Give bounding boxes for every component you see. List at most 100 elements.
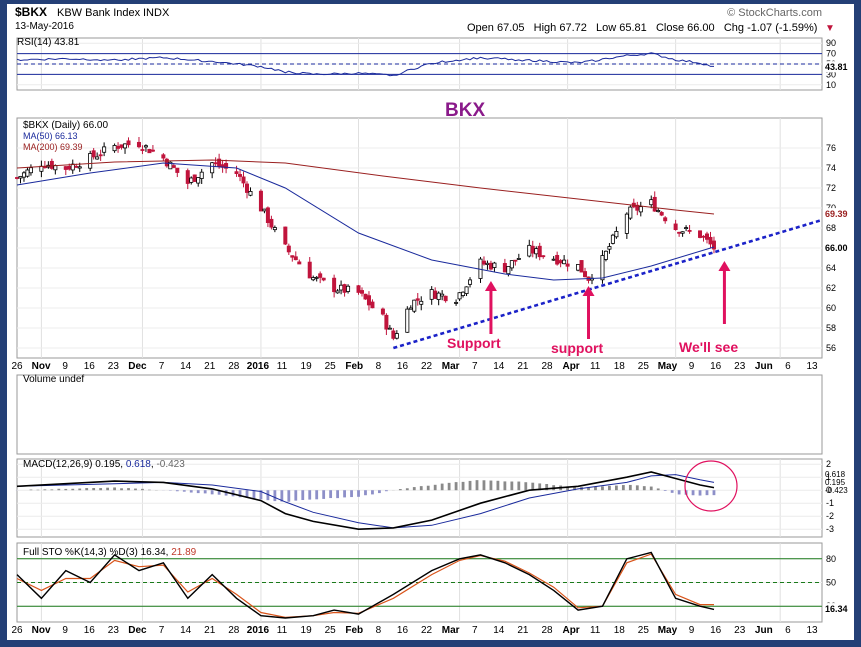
macd-histogram-bar xyxy=(642,486,646,491)
candle xyxy=(171,165,176,168)
x-tick-label: 14 xyxy=(493,625,505,636)
candle xyxy=(488,262,493,270)
macd-histogram-bar xyxy=(482,480,486,491)
macd-tick-label: 0 xyxy=(826,485,831,495)
x-tick-label: 22 xyxy=(421,625,433,636)
candle xyxy=(286,245,291,253)
x-tick-label: 16 xyxy=(710,361,722,372)
macd-histogram-bar xyxy=(266,490,270,501)
macd-histogram-bar xyxy=(189,490,193,493)
price-tick-label: 70 xyxy=(826,203,836,213)
macd-histogram-bar xyxy=(378,490,381,494)
macd-histogram-bar xyxy=(127,488,130,491)
macd-histogram-bar xyxy=(468,480,472,491)
candle xyxy=(680,231,685,234)
price-tick-label: 74 xyxy=(826,163,836,173)
candle xyxy=(210,162,215,174)
candle xyxy=(527,244,532,257)
candle xyxy=(258,190,263,212)
candle xyxy=(346,285,351,292)
candle xyxy=(701,235,706,238)
candle xyxy=(175,167,180,173)
x-tick-label: 14 xyxy=(180,625,192,636)
candle xyxy=(464,286,469,294)
macd-histogram-bar xyxy=(29,489,33,491)
macd-histogram-bar xyxy=(705,490,709,496)
candle xyxy=(189,177,194,183)
macd-histogram-bar xyxy=(315,490,319,500)
candle xyxy=(98,154,103,157)
x-tick-label: Feb xyxy=(345,625,363,636)
x-tick-label: Dec xyxy=(128,625,147,636)
macd-histogram-bar xyxy=(628,484,632,491)
x-tick-label: Dec xyxy=(128,361,147,372)
price-tick-label: 76 xyxy=(826,143,836,153)
x-tick-label: Jun xyxy=(755,625,773,636)
candle xyxy=(603,250,608,260)
macd-histogram-bar xyxy=(656,488,660,491)
candle xyxy=(663,217,668,222)
candle xyxy=(440,293,445,297)
candle xyxy=(321,277,326,281)
x-tick-label: 8 xyxy=(376,625,382,636)
macd-histogram-bar xyxy=(252,490,256,499)
x-tick-label: 18 xyxy=(614,625,626,636)
x-tick-label: 9 xyxy=(62,625,68,636)
macd-histogram-bar xyxy=(134,488,137,491)
x-tick-label: 13 xyxy=(806,625,818,636)
candle xyxy=(164,158,169,167)
x-tick-label: 21 xyxy=(204,625,216,636)
candle xyxy=(583,271,588,278)
x-tick-label: 21 xyxy=(204,361,216,372)
x-tick-label: 28 xyxy=(541,625,553,636)
macd-histogram-bar xyxy=(329,490,333,499)
macd-histogram-bar xyxy=(113,487,116,491)
macd-histogram-bar xyxy=(670,490,674,493)
macd-histogram-bar xyxy=(454,482,458,491)
x-tick-label: 18 xyxy=(614,361,626,372)
stock-chart: 103050709043.81565860626466687072747669.… xyxy=(7,4,854,640)
x-tick-label: 9 xyxy=(689,625,695,636)
candle xyxy=(565,263,570,267)
candle xyxy=(562,259,567,265)
x-tick-label: Mar xyxy=(442,625,460,636)
sto-tick-label: 50 xyxy=(826,578,836,588)
macd-histogram-bar xyxy=(78,488,82,491)
macd-histogram-bar xyxy=(210,490,214,495)
candle xyxy=(673,223,678,231)
candle xyxy=(119,144,124,148)
candle xyxy=(161,154,166,159)
candle xyxy=(394,333,399,339)
macd-histogram-bar xyxy=(608,485,611,491)
ma200-line xyxy=(16,159,715,215)
candle xyxy=(652,196,657,212)
x-tick-label: 21 xyxy=(517,361,529,372)
candle xyxy=(370,301,375,309)
candle xyxy=(415,298,420,301)
volume-panel xyxy=(16,374,823,455)
macd-histogram-bar xyxy=(217,490,221,495)
candle xyxy=(419,300,424,305)
macd-histogram-bar xyxy=(294,490,298,501)
chart-date: 13-May-2016 xyxy=(15,21,74,32)
candle xyxy=(705,233,710,240)
candle xyxy=(311,277,316,281)
candle xyxy=(136,141,141,148)
price-tick-label: 58 xyxy=(826,323,836,333)
candle xyxy=(116,145,121,149)
candle xyxy=(429,289,434,300)
x-tick-label: 16 xyxy=(84,361,96,372)
x-tick-label: 25 xyxy=(638,361,650,372)
macd-histogram-bar xyxy=(308,490,312,500)
candle xyxy=(687,230,692,232)
macd-histogram-bar xyxy=(405,488,409,491)
candle xyxy=(213,162,218,165)
x-tick-label: 9 xyxy=(62,361,68,372)
x-tick-label: 7 xyxy=(159,625,165,636)
x-tick-label: 21 xyxy=(517,625,529,636)
candle xyxy=(387,327,392,330)
macd-histogram-bar xyxy=(489,480,493,491)
x-tick-label: 23 xyxy=(734,625,746,636)
ma200-last-label: 69.39 xyxy=(825,209,848,219)
macd-histogram-bar xyxy=(475,480,479,491)
